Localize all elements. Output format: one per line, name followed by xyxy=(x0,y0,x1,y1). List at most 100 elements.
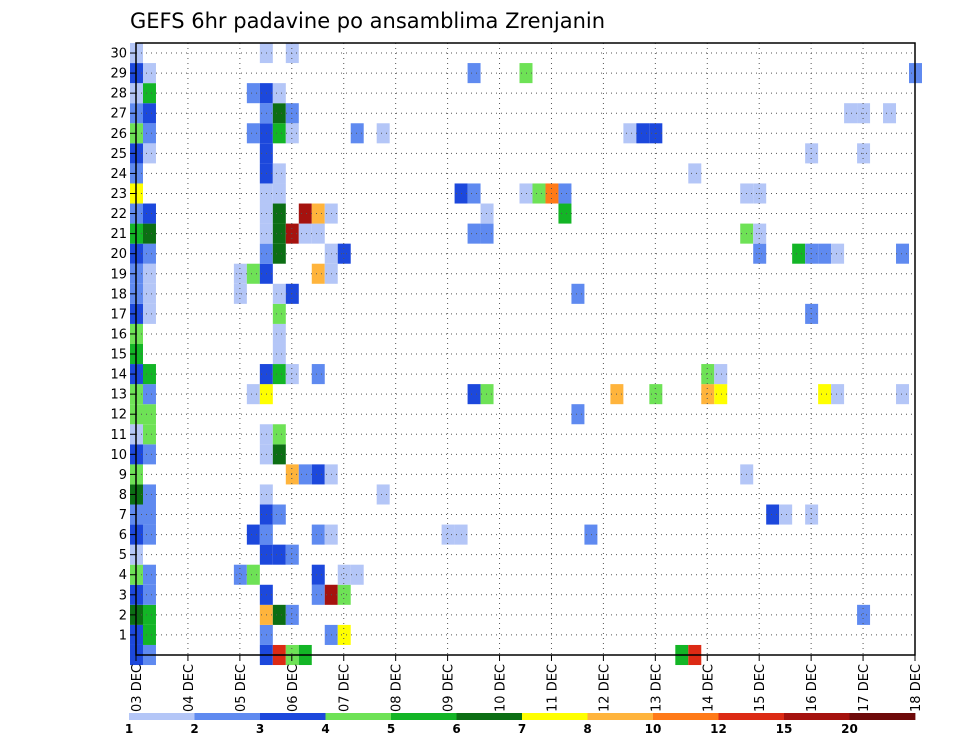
heatmap-cell xyxy=(246,384,260,405)
y-tick-label: 20 xyxy=(110,247,127,262)
heatmap-cell xyxy=(246,524,260,545)
heatmap-cell xyxy=(272,203,286,224)
y-tick-label: 23 xyxy=(110,187,127,202)
heatmap-cell xyxy=(285,464,299,485)
x-tick-label: 08 DEC xyxy=(390,664,405,712)
heatmap-cell xyxy=(623,123,637,144)
y-tick-label: 1 xyxy=(119,628,127,643)
heatmap-cell xyxy=(311,464,325,485)
colorbar-label: 7 xyxy=(518,722,526,736)
heatmap-cell xyxy=(441,524,455,545)
colorbar-label: 15 xyxy=(776,722,793,736)
heatmap-cell xyxy=(142,283,156,304)
heatmap-cell xyxy=(142,203,156,224)
heatmap-cell xyxy=(831,384,845,405)
colorbar-swatch xyxy=(784,713,850,720)
y-tick-label: 3 xyxy=(119,588,127,603)
y-tick-label: 22 xyxy=(110,207,127,222)
x-tick-label: 16 DEC xyxy=(805,664,820,712)
heatmap-cell xyxy=(142,564,156,585)
x-tick-label: 09 DEC xyxy=(442,664,457,712)
colorbar-swatch xyxy=(391,713,457,720)
heatmap-cell xyxy=(142,123,156,144)
heatmap-cell xyxy=(142,143,156,164)
heatmap-cell xyxy=(311,263,325,284)
heatmap-cell xyxy=(246,564,260,585)
x-tick-label: 12 DEC xyxy=(597,664,612,712)
y-tick-label: 26 xyxy=(110,127,127,142)
heatmap-cell xyxy=(298,464,312,485)
heatmap-cell xyxy=(272,424,286,445)
y-axis-ticks: 1234567891011121314151617181920212223242… xyxy=(110,47,136,643)
x-tick-label: 15 DEC xyxy=(753,664,768,712)
heatmap-cell xyxy=(636,123,650,144)
heatmap-cell xyxy=(142,404,156,425)
heatmap-cell xyxy=(142,303,156,324)
colorbar-label: 5 xyxy=(387,722,395,736)
heatmap-cell xyxy=(571,283,585,304)
heatmap-cell xyxy=(376,484,390,505)
heatmap-cell xyxy=(298,223,312,244)
heatmap-cell xyxy=(142,63,156,84)
x-axis-ticks: 03 DEC 04 DEC 05 DEC 06 DEC 07 DEC 08 DEC 09 D… xyxy=(130,655,924,712)
heatmap-cell xyxy=(272,343,286,365)
y-tick-label: 17 xyxy=(110,307,127,322)
heatmap-cell xyxy=(766,504,780,525)
y-tick-label: 7 xyxy=(119,508,127,523)
colorbar-swatch xyxy=(325,713,392,720)
y-tick-label: 25 xyxy=(110,147,127,162)
heatmap-cell xyxy=(714,364,728,385)
colorbar-swatch xyxy=(849,713,916,720)
colorbar-label: 4 xyxy=(321,722,329,736)
heatmap-cell xyxy=(142,624,156,645)
heatmap-cell xyxy=(311,203,325,224)
plot-frame xyxy=(135,42,916,656)
x-tick-label: 03 DEC xyxy=(130,664,145,712)
y-tick-label: 16 xyxy=(110,327,127,342)
heatmap-cell xyxy=(285,364,299,385)
heatmap-cell xyxy=(467,183,481,204)
colorbar-label: 2 xyxy=(190,722,198,736)
y-tick-label: 18 xyxy=(110,287,127,302)
colorbar-label: 10 xyxy=(645,722,662,736)
heatmap-cell xyxy=(558,203,572,224)
colorbar-swatch xyxy=(456,713,523,720)
heatmap-cell xyxy=(844,103,858,124)
heatmap-cell xyxy=(792,243,806,264)
heatmap-cell xyxy=(480,203,494,224)
heatmap-cell xyxy=(337,584,351,605)
heatmap-cell xyxy=(272,444,286,465)
heatmap-cell xyxy=(233,564,247,585)
heatmap-cell xyxy=(558,183,572,204)
heatmap-cell xyxy=(571,404,585,425)
heatmap-cell xyxy=(142,384,156,405)
heatmap-cell xyxy=(467,63,481,84)
heatmap-cell xyxy=(480,223,494,244)
y-tick-label: 9 xyxy=(119,468,127,483)
heatmap-cell xyxy=(376,123,390,144)
heatmap-cell xyxy=(272,544,286,565)
heatmap-cell xyxy=(142,504,156,525)
heatmap-cell xyxy=(337,624,351,645)
colorbar-label: 3 xyxy=(256,722,264,736)
y-tick-label: 28 xyxy=(110,87,127,102)
chart-title: GEFS 6hr padavine po ansamblima Zrenjani… xyxy=(130,9,605,33)
heatmap-cell xyxy=(142,103,156,124)
heatmap-cell xyxy=(272,83,286,104)
y-tick-label: 24 xyxy=(110,167,127,182)
heatmap-cell xyxy=(272,364,286,385)
y-tick-label: 4 xyxy=(119,568,127,583)
heatmap-cell xyxy=(298,203,312,224)
heatmap-cell xyxy=(688,163,702,184)
heatmap-cell xyxy=(311,564,325,585)
x-tick-label: 07 DEC xyxy=(338,664,353,712)
heatmap-cell xyxy=(883,103,897,124)
heatmap-cell xyxy=(272,163,286,184)
y-tick-label: 12 xyxy=(110,408,127,423)
heatmap-cell xyxy=(701,364,715,385)
heatmap-cell xyxy=(272,323,286,344)
y-tick-label: 14 xyxy=(110,368,127,383)
heatmap-cell xyxy=(142,83,156,104)
heatmap-cell xyxy=(142,584,156,605)
x-tick-label: 17 DEC xyxy=(857,664,872,712)
